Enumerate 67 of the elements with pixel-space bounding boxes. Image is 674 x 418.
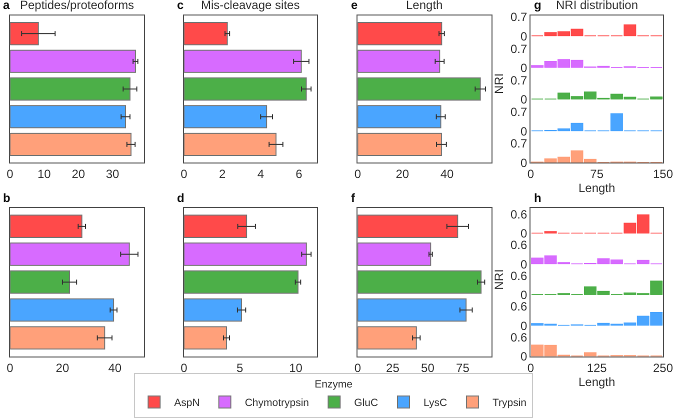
y-tick-label: 0	[520, 124, 528, 138]
x-tick-label: 125	[586, 360, 608, 375]
text: g	[534, 0, 542, 12]
y-tick-label: 0	[520, 29, 528, 44]
chart-title: Mis-cleavage sites	[201, 0, 300, 12]
x-tick-label: 2	[218, 167, 226, 182]
x-tick-label: 75	[456, 360, 470, 375]
y-tick-label: 0	[520, 226, 528, 241]
text: c	[177, 0, 184, 12]
chart-title: NRI distribution	[556, 0, 638, 12]
x-tick-label: 5	[236, 360, 244, 375]
x-tick-label: 10	[289, 360, 303, 375]
x-tick-label: 6	[296, 167, 303, 182]
y-tick-label: 0.7	[510, 105, 528, 120]
y-axis-title: NRI	[492, 73, 506, 94]
x-tick-label: 75	[590, 167, 604, 182]
legend-label: Trypsin	[492, 397, 527, 410]
y-tick-label: 0	[520, 257, 528, 272]
x-tick-label: 250	[652, 360, 674, 375]
x-tick-label: 0	[180, 167, 188, 182]
y-tick-label: 0.6	[510, 268, 528, 283]
y-tick-label: 0.6	[510, 238, 528, 252]
y-tick-label: 0.7	[510, 136, 528, 151]
x-tick-label: 25	[386, 360, 400, 375]
x-tick-label: 4	[257, 167, 264, 182]
x-tick-label: 150	[652, 167, 674, 182]
y-tick-label: 0.7	[510, 73, 528, 88]
legend-label: GluC	[354, 397, 378, 410]
chart-title: Peptides/proteoforms	[20, 0, 134, 12]
text: b	[3, 191, 10, 205]
x-tick-label: 20	[396, 167, 410, 182]
x-tick-label: 50	[421, 360, 435, 375]
text: e	[351, 0, 358, 12]
x-tick-label: 10	[38, 167, 52, 182]
y-tick-label: 0.6	[510, 300, 528, 314]
y-tick-label: 0.7	[510, 42, 528, 56]
y-tick-label: 0	[520, 349, 528, 364]
x-tick-label: 0	[354, 167, 362, 182]
text: f	[351, 191, 356, 205]
y-tick-label: 0	[520, 156, 528, 170]
x-tick-label: 40	[108, 360, 122, 375]
y-tick-label: 0.6	[510, 330, 528, 344]
legend-title: Enzyme	[314, 378, 353, 391]
x-axis-title: Length	[578, 374, 616, 389]
x-tick-label: 30	[106, 167, 120, 182]
y-axis-title: NRI	[492, 269, 506, 290]
legend-label: LysC	[424, 397, 448, 410]
y-tick-label: 0.6	[510, 207, 528, 222]
x-tick-label: 0	[354, 360, 362, 375]
y-tick-label: 0	[520, 288, 528, 302]
y-tick-label: 0.7	[510, 10, 528, 24]
x-tick-label: 40	[440, 167, 454, 182]
legend-label: Chymotrypsin	[244, 397, 310, 410]
x-axis-title: Length	[578, 181, 616, 196]
x-tick-label: 0	[6, 167, 14, 182]
chart-title: Length	[406, 0, 443, 12]
text: d	[177, 191, 184, 205]
x-tick-label: 20	[56, 360, 70, 375]
x-tick-label: 0	[180, 360, 188, 375]
x-tick-label: 0	[6, 360, 14, 375]
y-tick-label: 0	[520, 318, 528, 333]
legend-label: AspN	[174, 397, 200, 410]
text: h	[534, 191, 542, 205]
y-tick-label: 0	[520, 92, 528, 107]
text: a	[3, 0, 10, 12]
y-tick-label: 0	[520, 60, 528, 75]
x-tick-label: 20	[72, 167, 86, 182]
